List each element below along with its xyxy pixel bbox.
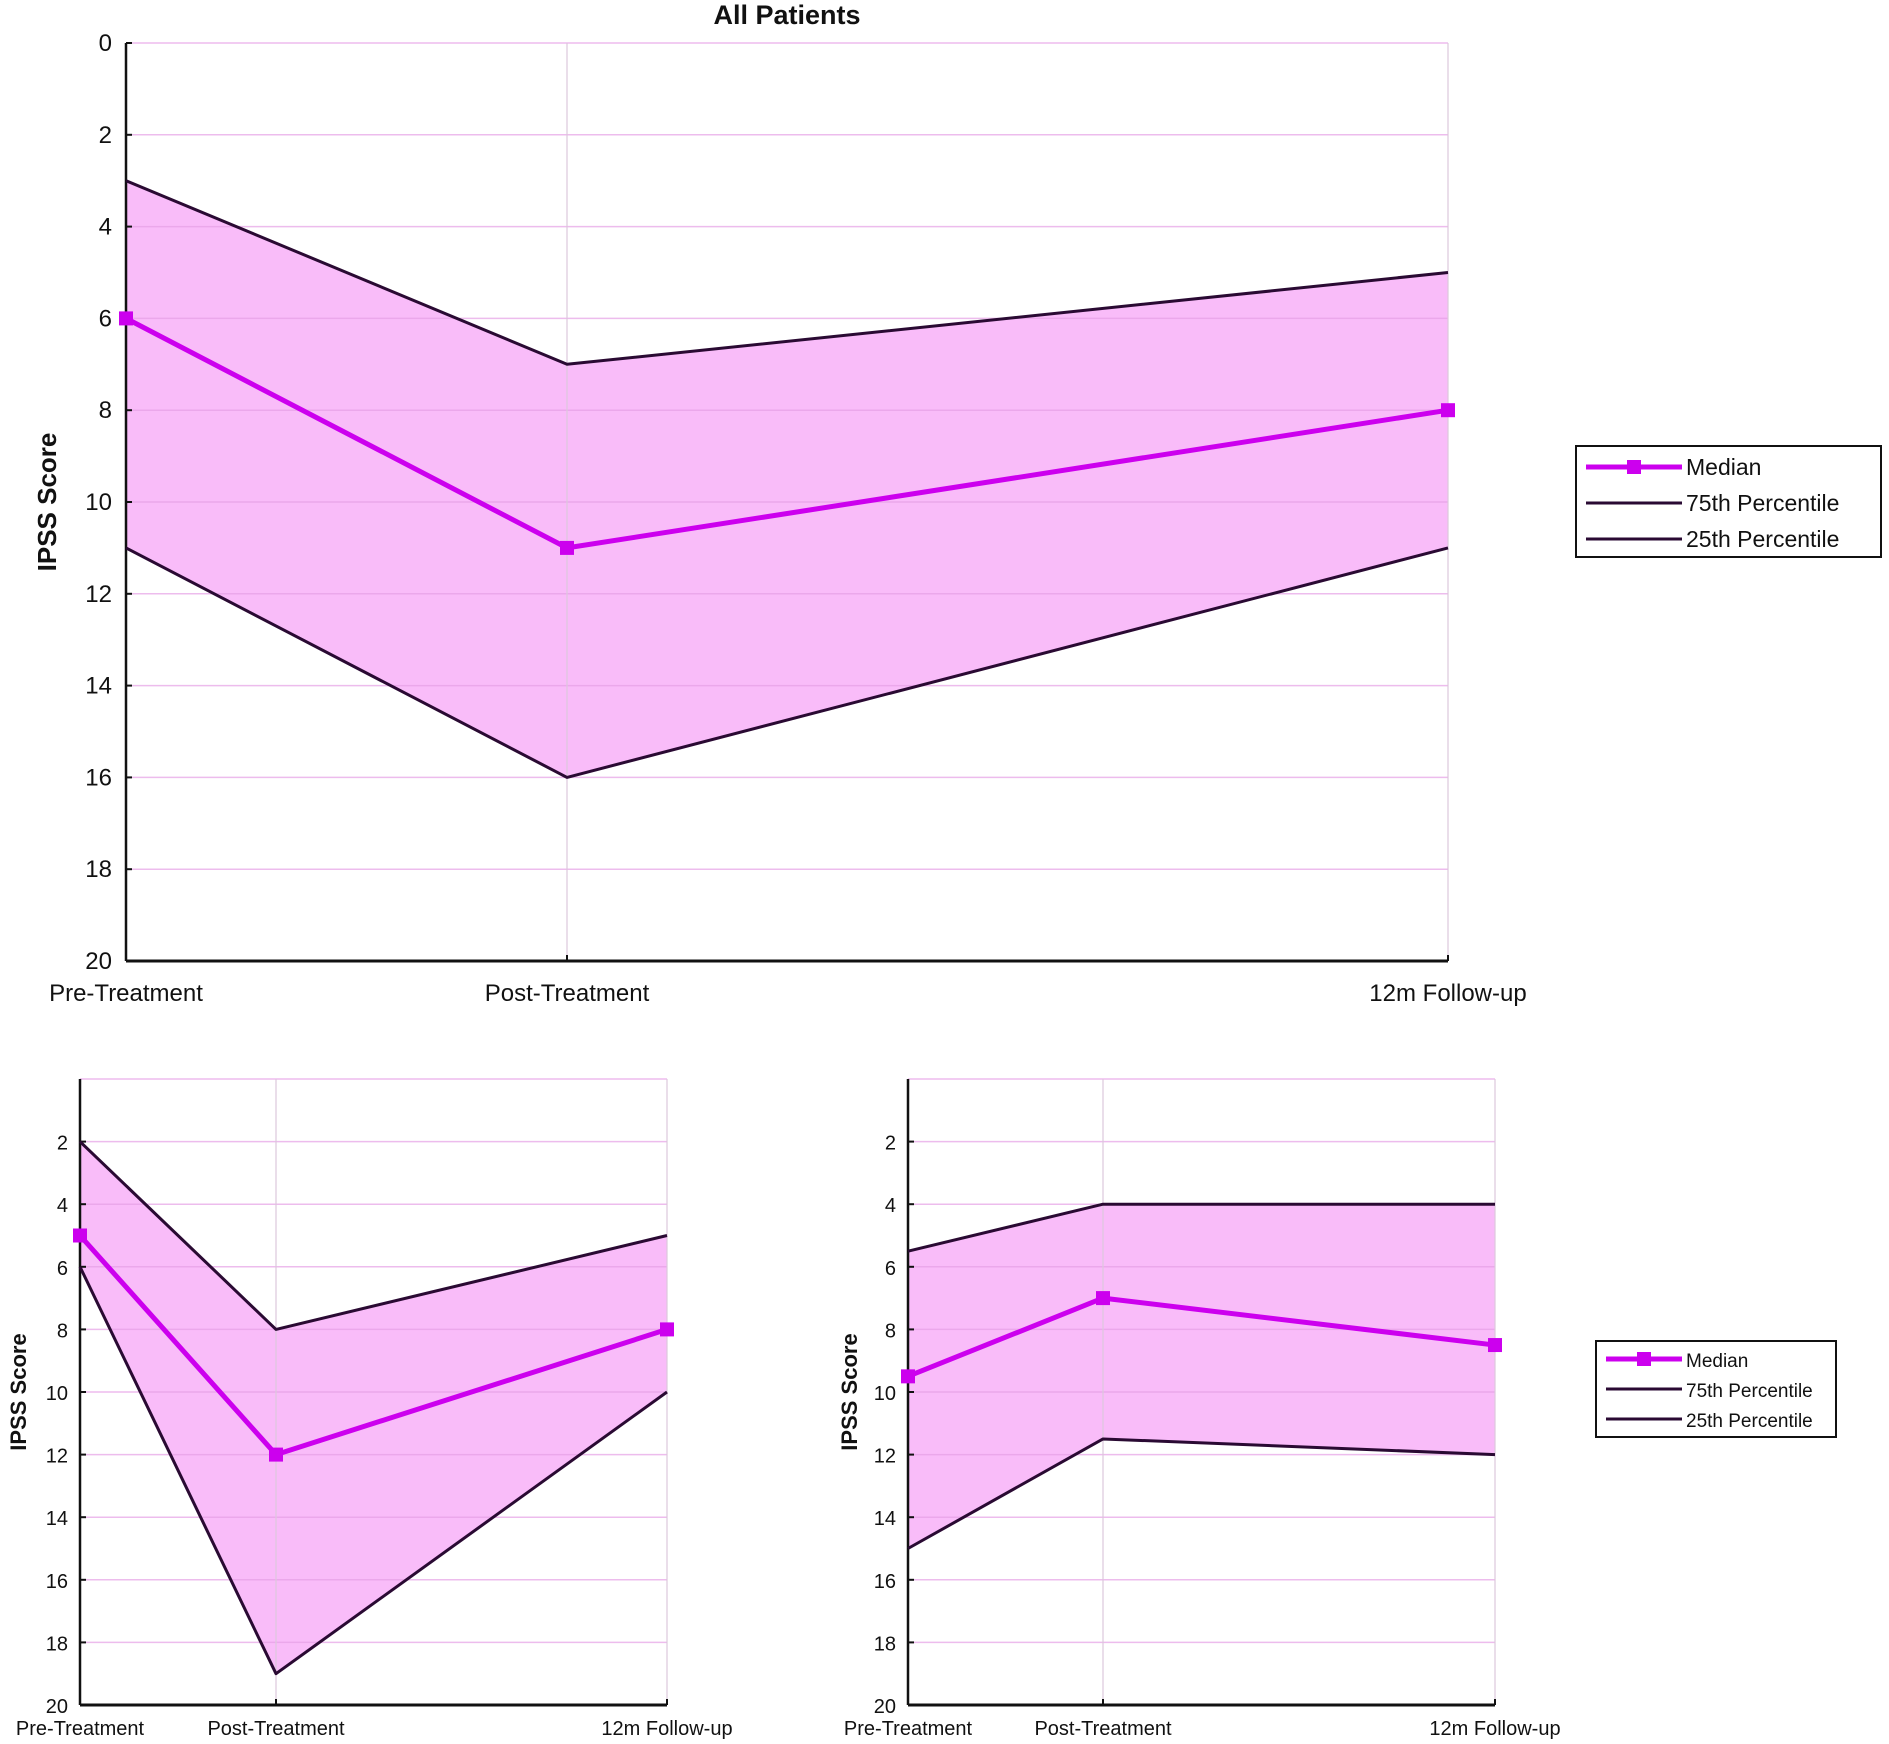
percentile-band [908, 1204, 1495, 1549]
y-tick-label: 16 [46, 1571, 68, 1593]
series-line-25th-percentile [125, 546, 1449, 779]
y-tick-label: 16 [85, 764, 112, 791]
x-tick-label: Pre-Treatment [16, 1718, 145, 1740]
y-tick-label: 10 [46, 1383, 68, 1405]
y-axis-label: IPSS Score [837, 1333, 862, 1450]
y-tick-label: 6 [885, 1258, 896, 1280]
y-tick-label: 2 [885, 1133, 896, 1155]
series-line-75th-percentile [907, 1202, 1495, 1253]
y-tick-label: 16 [874, 1571, 896, 1593]
y-tick-label: 4 [885, 1195, 896, 1217]
x-tick-label: Post-Treatment [1034, 1718, 1172, 1740]
legend-label: 75th Percentile [1686, 1381, 1813, 1402]
series-line-75th-percentile [125, 179, 1449, 366]
y-tick-label: 20 [46, 1696, 68, 1718]
y-tick-label: 12 [46, 1446, 68, 1468]
y-tick-label: 14 [874, 1508, 896, 1530]
x-tick-label: Post-Treatment [485, 980, 650, 1007]
y-tick-label: 8 [885, 1320, 896, 1342]
series-line-25th-percentile [907, 1437, 1496, 1550]
x-tick-label: Pre-Treatment [49, 980, 203, 1007]
median-marker [560, 540, 574, 555]
y-tick-label: 8 [99, 397, 112, 424]
y-tick-label: 18 [46, 1633, 68, 1655]
y-tick-label: 18 [85, 856, 112, 883]
legend-marker [1637, 1352, 1651, 1366]
y-tick-label: 2 [57, 1133, 68, 1155]
y-tick-label: 4 [57, 1195, 68, 1217]
y-tick-label: 4 [99, 214, 112, 241]
legend-label: 25th Percentile [1686, 526, 1839, 552]
percentile-band [80, 1141, 667, 1674]
legend-marker [1627, 460, 1641, 474]
median-marker [269, 1447, 283, 1462]
y-tick-label: 10 [874, 1383, 896, 1405]
median-marker [119, 311, 133, 326]
median-marker [1096, 1291, 1110, 1306]
y-tick-label: 6 [57, 1258, 68, 1280]
y-tick-label: 12 [85, 581, 112, 608]
y-tick-label: 14 [46, 1508, 68, 1530]
median-marker [1488, 1338, 1502, 1353]
median-marker [73, 1228, 87, 1243]
y-axis-label: IPSS Score [6, 1333, 31, 1450]
x-tick-label: Pre-Treatment [844, 1718, 973, 1740]
percentile-band [126, 180, 1448, 778]
chart-title: All Patients [713, 0, 860, 30]
legend-label: 25th Percentile [1686, 1411, 1813, 1432]
legend: Median 75th Percentile 25th Percentile [1595, 1340, 1837, 1438]
x-tick-label: Post-Treatment [207, 1718, 345, 1740]
y-tick-label: 18 [874, 1633, 896, 1655]
legend-label: 75th Percentile [1686, 490, 1839, 516]
y-tick-label: 8 [57, 1320, 68, 1342]
x-tick-label: 12m Follow-up [1369, 980, 1526, 1007]
series-line-75th-percentile [78, 1140, 668, 1331]
median-marker [660, 1322, 674, 1337]
y-axis-label: IPSS Score [32, 433, 62, 572]
median-marker [901, 1369, 915, 1384]
x-tick-label: 12m Follow-up [1429, 1718, 1560, 1740]
chart-panel-0: 0 2 4 6 8 10 12 14 16 18 20 Pre-Treatment Post-Treat… [32, 0, 1882, 1007]
legend-label: Median [1686, 1351, 1748, 1372]
y-tick-label: 2 [99, 122, 112, 149]
legend: Median 75th Percentile 25th Percentile [1575, 445, 1882, 558]
x-tick-label: 12m Follow-up [601, 1718, 732, 1740]
y-tick-label: 10 [85, 489, 112, 516]
y-tick-label: 20 [874, 1696, 896, 1718]
series-line-25th-percentile [78, 1266, 668, 1676]
y-tick-label: 0 [99, 30, 112, 57]
legend-label: Median [1686, 454, 1761, 480]
y-tick-label: 20 [85, 948, 112, 975]
y-tick-label: 6 [99, 305, 112, 332]
median-marker [1441, 403, 1455, 418]
y-tick-label: 14 [85, 673, 112, 700]
y-tick-label: 12 [874, 1446, 896, 1468]
